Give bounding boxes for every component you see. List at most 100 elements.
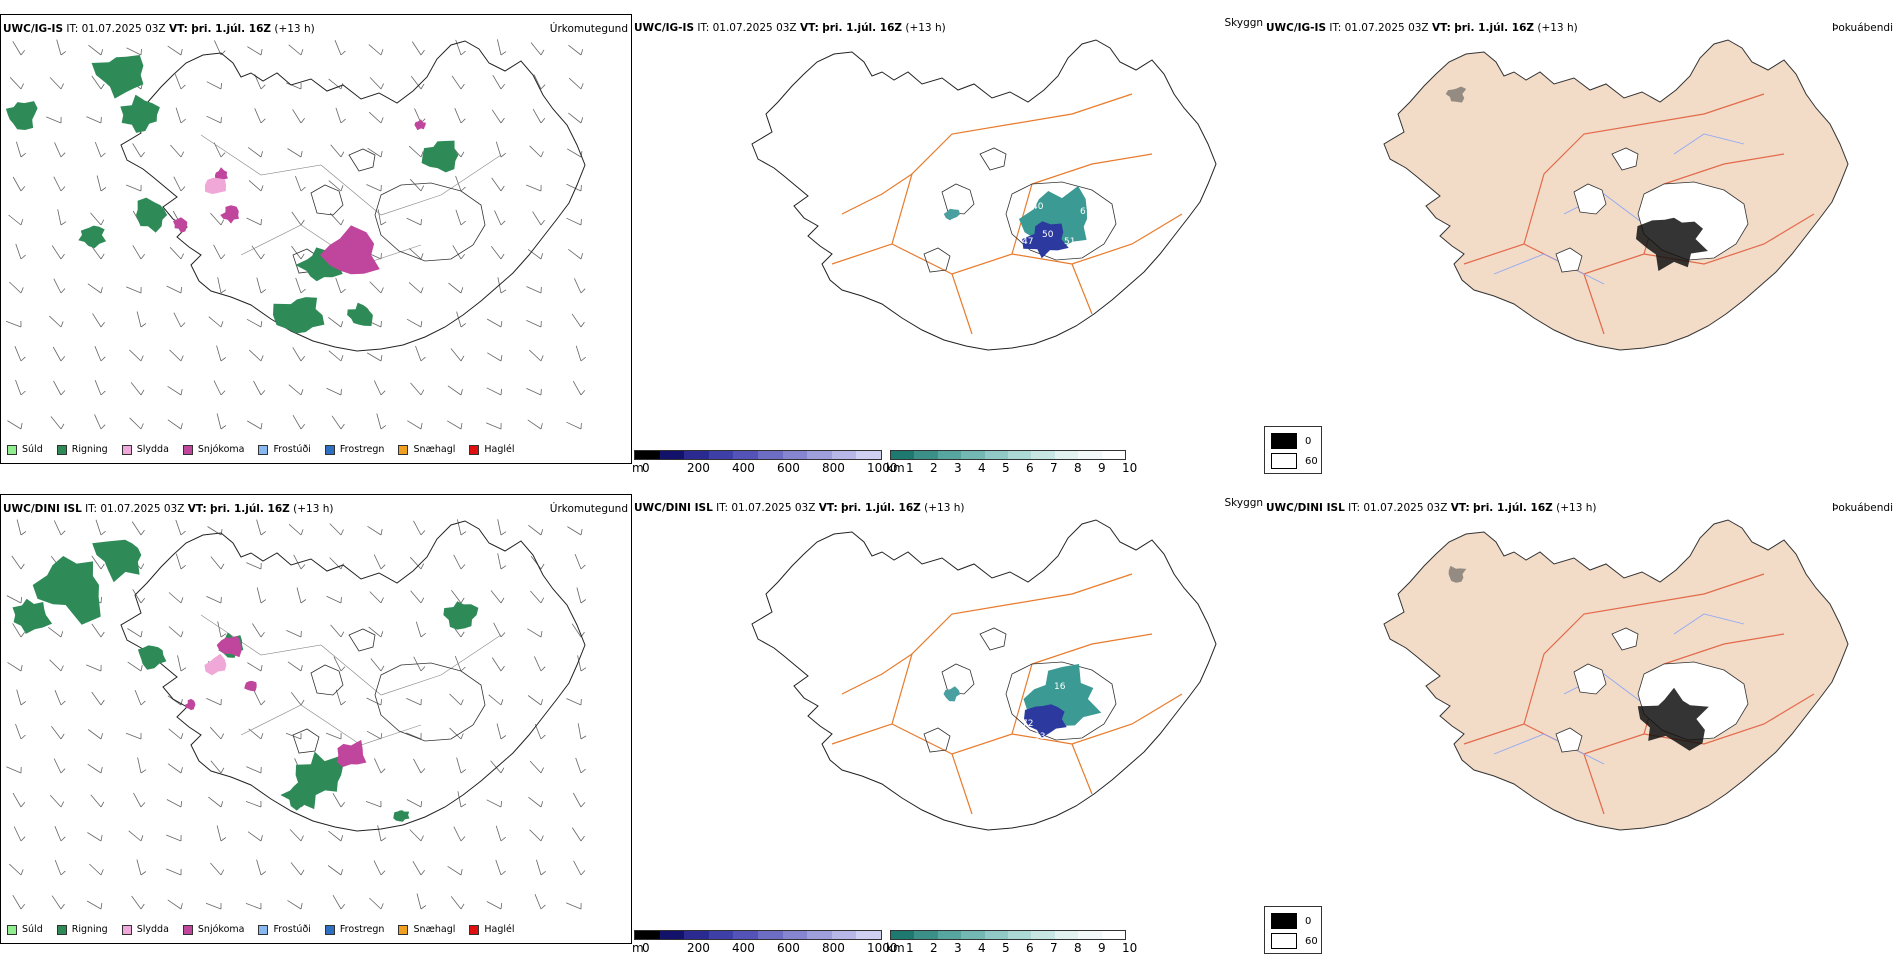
visibility-colorbar: [890, 930, 1126, 940]
forecast-header: UWC/IG-IS IT: 01.07.2025 03Z VT: þri. 1.…: [634, 22, 946, 34]
legend-swatch: [398, 925, 408, 935]
legend-swatch: [258, 445, 268, 455]
coastline: [752, 520, 1216, 830]
cloud-base-label: 33: [1034, 732, 1045, 742]
forecast-header: UWC/DINI ISL IT: 01.07.2025 03Z VT: þri.…: [634, 502, 964, 514]
lead-time: (+13 h): [293, 503, 333, 515]
legend-swatch: [7, 445, 17, 455]
iceland-map: [13, 521, 586, 831]
fog-swatch: [1271, 453, 1297, 469]
fog-map: [1264, 14, 1896, 424]
valid-time: þri. 1.júl. 16Z: [191, 23, 271, 35]
iceland-map: [1384, 520, 1848, 830]
forecast-header: UWC/IG-IS IT: 01.07.2025 03Z VT: þri. 1.…: [1266, 22, 1578, 34]
legend-item: Snjókoma: [183, 444, 245, 455]
panel-title: Úrkomutegund: [550, 503, 628, 515]
legend-swatch: [325, 445, 335, 455]
valid-time: þri. 1.júl. 16Z: [822, 22, 902, 34]
rain-area: [273, 297, 324, 333]
valid-label: VT:: [169, 23, 188, 35]
snow-area: [173, 217, 187, 233]
legend-label: Snjókoma: [198, 924, 245, 935]
fog-legend: 0 60: [1264, 426, 1322, 474]
legend-label: Súld: [22, 924, 43, 935]
cloud-base-label: 11: [772, 82, 783, 92]
rain-area: [92, 55, 144, 99]
rain-area: [422, 141, 459, 173]
legend-item: Haglél: [469, 444, 514, 455]
legend-swatch: [183, 925, 193, 935]
rain-area: [393, 810, 409, 822]
init-time: 01.07.2025 03Z: [713, 22, 797, 34]
legend-label: Frostúði: [273, 444, 310, 455]
model-name: UWC/IG-IS: [634, 22, 694, 34]
panel-title: Þokuábendi: [1832, 22, 1893, 34]
fog-legend-label: 60: [1305, 936, 1318, 947]
valid-label: VT:: [188, 503, 207, 515]
valid-label: VT:: [1451, 502, 1470, 514]
precip-type-panel: Súld Rigning Slydda Snjókoma Frostúði Frostre…: [0, 14, 632, 464]
cloud-base-label: 50: [1042, 230, 1054, 240]
legend-label: Frostúði: [273, 924, 310, 935]
legend-item: Rigning: [57, 924, 108, 935]
lead-time: (+13 h): [274, 23, 314, 35]
legend-label: Haglél: [484, 444, 514, 455]
panel-title: Skyggni: [1225, 497, 1265, 509]
valid-time: þri. 1.júl. 16Z: [841, 502, 921, 514]
coastline: [121, 41, 585, 351]
legend-swatch: [7, 925, 17, 935]
legend-label: Haglél: [484, 924, 514, 935]
rain-area: [120, 95, 160, 133]
legend-label: Súld: [22, 444, 43, 455]
valid-label: VT:: [800, 22, 819, 34]
fog-legend-label: 0: [1305, 436, 1311, 447]
coastline: [121, 521, 585, 831]
cloud-base-label: 47: [1022, 237, 1033, 247]
snow-area: [337, 740, 367, 767]
ceiling-colorbar: [634, 930, 882, 940]
legend-swatch: [57, 445, 67, 455]
init-label: IT:: [1329, 22, 1341, 34]
legend-label: Frostregn: [340, 924, 385, 935]
legend-label: Snæhagl: [413, 924, 455, 935]
legend-swatch: [258, 925, 268, 935]
fog-swatch: [1271, 933, 1297, 949]
fog-swatch: [1271, 433, 1297, 449]
init-time: 01.07.2025 03Z: [82, 23, 166, 35]
legend-label: Snæhagl: [413, 444, 455, 455]
legend-label: Slydda: [137, 924, 169, 935]
precip-legend: Súld Rigning Slydda Snjókoma Frostúði Frostre…: [7, 924, 515, 935]
legend-label: Frostregn: [340, 444, 385, 455]
model-name: UWC/DINI ISL: [1266, 502, 1345, 514]
legend-label: Snjókoma: [198, 444, 245, 455]
panel-title: Þokuábendi: [1832, 502, 1893, 514]
valid-label: VT:: [819, 502, 838, 514]
lead-time: (+13 h): [924, 502, 964, 514]
lead-time: (+13 h): [905, 22, 945, 34]
legend-item: Rigning: [57, 444, 108, 455]
forecast-header: UWC/IG-IS IT: 01.07.2025 03Z VT: þri. 1.…: [3, 23, 315, 35]
rain-area: [136, 198, 167, 233]
fog-legend-label: 60: [1305, 456, 1318, 467]
lead-time: (+13 h): [1556, 502, 1596, 514]
legend-swatch: [398, 445, 408, 455]
legend-item: Snæhagl: [398, 444, 455, 455]
init-label: IT:: [697, 22, 709, 34]
rain-area: [13, 599, 53, 634]
sleet-area: [204, 654, 226, 676]
rain-area: [78, 226, 106, 249]
rain-area: [92, 540, 141, 582]
legend-swatch: [325, 925, 335, 935]
cloud-base-label: 72: [1022, 719, 1033, 729]
precip-map: [1, 15, 632, 464]
init-label: IT:: [716, 502, 728, 514]
legend-item: Súld: [7, 444, 43, 455]
legend-label: Slydda: [137, 444, 169, 455]
legend-swatch: [183, 445, 193, 455]
valid-time: þri. 1.júl. 16Z: [210, 503, 290, 515]
